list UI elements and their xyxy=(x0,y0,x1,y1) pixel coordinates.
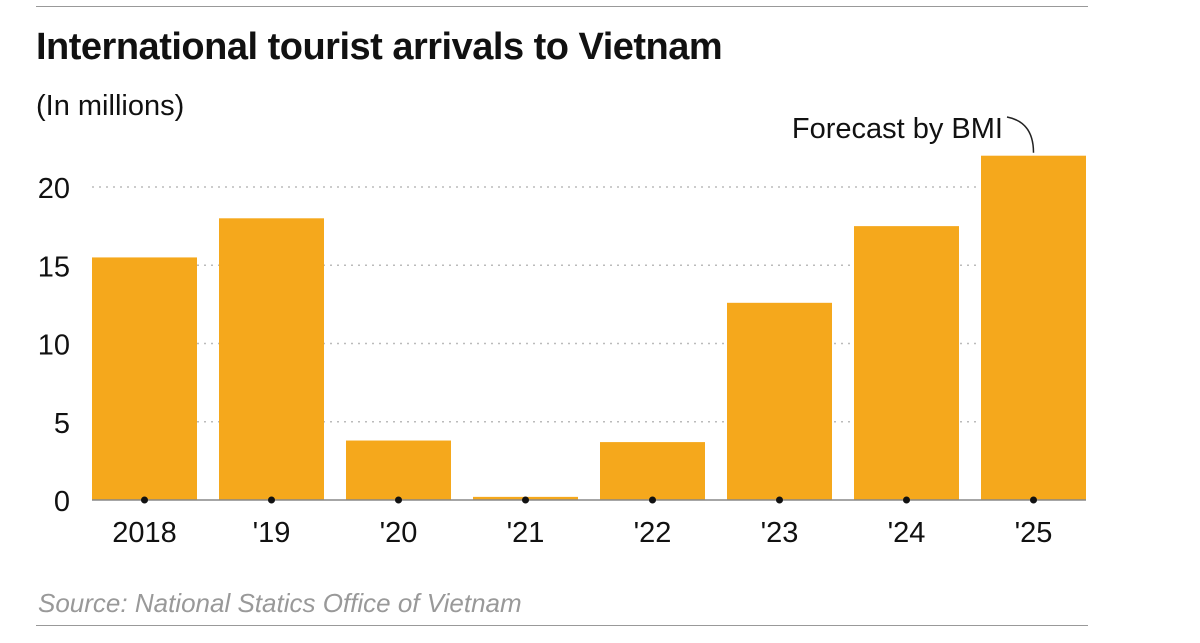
bar-25 xyxy=(981,155,1086,500)
x-tick-label: '24 xyxy=(888,517,926,549)
top-rule xyxy=(36,6,1088,7)
y-tick-label: 20 xyxy=(38,173,70,205)
x-tick-label: '25 xyxy=(1015,517,1053,549)
x-tick-dot xyxy=(776,496,783,504)
forecast-annotation: Forecast by BMI xyxy=(792,113,1003,145)
x-tick-dot xyxy=(1030,496,1037,504)
x-tick-label: 2018 xyxy=(112,517,177,549)
chart-subtitle: (In millions) xyxy=(36,90,185,122)
x-tick-dot xyxy=(903,496,910,504)
annotation-leader-line xyxy=(1006,116,1035,153)
y-tick-label: 10 xyxy=(38,330,70,362)
chart-title: International tourist arrivals to Vietna… xyxy=(36,26,723,68)
bar-22 xyxy=(600,442,705,500)
x-tick-dot xyxy=(649,496,656,504)
x-tick-dot xyxy=(268,496,275,504)
x-tick-label: '23 xyxy=(761,517,799,549)
bar-19 xyxy=(219,218,324,501)
x-tick-label: '19 xyxy=(253,517,291,549)
bar-20 xyxy=(346,440,451,500)
x-tick-dot xyxy=(522,496,529,504)
y-tick-label: 15 xyxy=(38,251,70,283)
bottom-rule xyxy=(36,625,1088,626)
x-tick-dot xyxy=(395,496,402,504)
x-tick-dot xyxy=(141,496,148,504)
x-tick-label: '21 xyxy=(507,517,545,549)
x-tick-label: '20 xyxy=(380,517,418,549)
bar-24 xyxy=(854,226,959,500)
y-tick-label: 0 xyxy=(54,486,70,518)
source-note: Source: National Statics Office of Vietn… xyxy=(38,588,522,618)
y-tick-label: 5 xyxy=(54,408,70,440)
bar-2018 xyxy=(92,257,197,500)
bar-23 xyxy=(727,302,832,500)
x-tick-label: '22 xyxy=(634,517,672,549)
